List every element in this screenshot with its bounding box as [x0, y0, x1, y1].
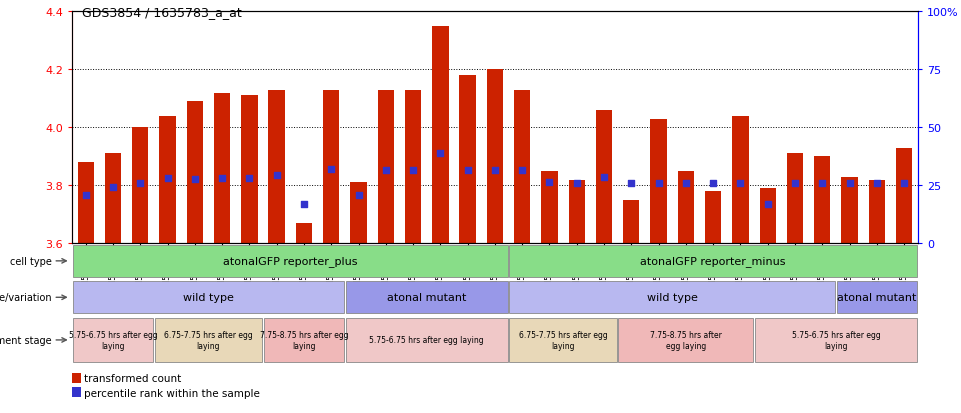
Point	[678, 180, 694, 187]
Text: wild type: wild type	[647, 292, 698, 303]
Text: GDS3854 / 1635783_a_at: GDS3854 / 1635783_a_at	[82, 6, 241, 19]
Bar	[569, 180, 585, 244]
Point	[78, 192, 93, 199]
Point	[296, 201, 311, 208]
Bar	[541, 171, 557, 244]
Point	[160, 175, 175, 182]
Point	[324, 166, 339, 173]
Point	[542, 180, 557, 186]
Point	[378, 167, 393, 174]
Text: development stage: development stage	[0, 335, 52, 345]
Text: atonal mutant: atonal mutant	[387, 292, 466, 303]
Bar	[73, 281, 344, 314]
Text: 5.75-6.75 hrs after egg laying: 5.75-6.75 hrs after egg laying	[369, 336, 484, 344]
Bar	[596, 111, 612, 244]
Text: genotype/variation: genotype/variation	[0, 292, 52, 303]
Bar	[72, 373, 81, 383]
Point	[569, 180, 584, 187]
Point	[869, 180, 884, 187]
Text: 5.75-6.75 hrs after egg
laying: 5.75-6.75 hrs after egg laying	[792, 330, 880, 350]
Bar	[896, 148, 912, 244]
Bar	[214, 93, 231, 244]
Bar	[869, 180, 885, 244]
Point	[351, 192, 366, 199]
Bar	[351, 183, 367, 244]
Bar	[787, 154, 803, 244]
Bar	[264, 318, 344, 362]
Bar	[651, 119, 667, 244]
Point	[133, 180, 148, 187]
Point	[787, 180, 802, 187]
Bar	[509, 245, 917, 278]
Point	[732, 180, 748, 187]
Bar	[268, 90, 284, 244]
Text: 5.75-6.75 hrs after egg
laying: 5.75-6.75 hrs after egg laying	[68, 330, 158, 350]
Text: transformed count: transformed count	[85, 373, 182, 383]
Bar	[405, 90, 421, 244]
Bar	[705, 192, 722, 244]
Bar	[296, 223, 312, 244]
Bar	[73, 245, 507, 278]
Bar	[323, 90, 339, 244]
Text: cell type: cell type	[10, 256, 52, 266]
Point	[760, 201, 776, 207]
Bar	[732, 116, 749, 244]
Text: 6.75-7.75 hrs after egg
laying: 6.75-7.75 hrs after egg laying	[519, 330, 607, 350]
Text: 6.75-7.75 hrs after egg
laying: 6.75-7.75 hrs after egg laying	[164, 330, 253, 350]
Bar	[814, 157, 830, 244]
Bar	[509, 281, 835, 314]
Bar	[105, 154, 121, 244]
Bar	[842, 177, 858, 244]
Bar	[78, 163, 94, 244]
Point	[651, 180, 666, 187]
Bar	[514, 90, 530, 244]
Text: atonalGFP reporter_plus: atonalGFP reporter_plus	[223, 256, 357, 267]
Text: percentile rank within the sample: percentile rank within the sample	[85, 388, 260, 398]
Bar	[509, 318, 617, 362]
Bar	[160, 116, 176, 244]
Text: atonal mutant: atonal mutant	[837, 292, 917, 303]
Bar	[623, 200, 639, 244]
Point	[487, 167, 503, 174]
Point	[269, 172, 284, 179]
Bar	[72, 387, 81, 398]
Point	[214, 175, 230, 182]
Text: wild type: wild type	[183, 292, 234, 303]
Point	[460, 167, 476, 174]
Bar	[346, 318, 507, 362]
Bar	[378, 90, 394, 244]
Bar	[432, 27, 449, 244]
Point	[187, 176, 203, 183]
Text: 7.75-8.75 hrs after egg
laying: 7.75-8.75 hrs after egg laying	[259, 330, 348, 350]
Bar	[241, 96, 258, 244]
Text: 7.75-8.75 hrs after
egg laying: 7.75-8.75 hrs after egg laying	[650, 330, 722, 350]
Bar	[678, 171, 694, 244]
Point	[815, 180, 830, 187]
Bar	[346, 281, 507, 314]
Bar	[155, 318, 262, 362]
Point	[842, 180, 857, 187]
Text: atonalGFP reporter_minus: atonalGFP reporter_minus	[640, 256, 786, 267]
Bar	[186, 102, 203, 244]
Point	[597, 174, 612, 180]
Bar	[759, 189, 776, 244]
Point	[242, 175, 258, 182]
Bar	[755, 318, 917, 362]
Bar	[459, 76, 476, 244]
Point	[624, 180, 639, 187]
Bar	[619, 318, 753, 362]
Point	[432, 151, 448, 157]
Point	[705, 180, 721, 187]
Point	[106, 185, 121, 191]
Bar	[486, 70, 504, 244]
Point	[897, 180, 912, 187]
Point	[406, 167, 421, 174]
Point	[514, 167, 530, 174]
Bar	[837, 281, 917, 314]
Bar	[132, 128, 148, 244]
Bar	[73, 318, 153, 362]
